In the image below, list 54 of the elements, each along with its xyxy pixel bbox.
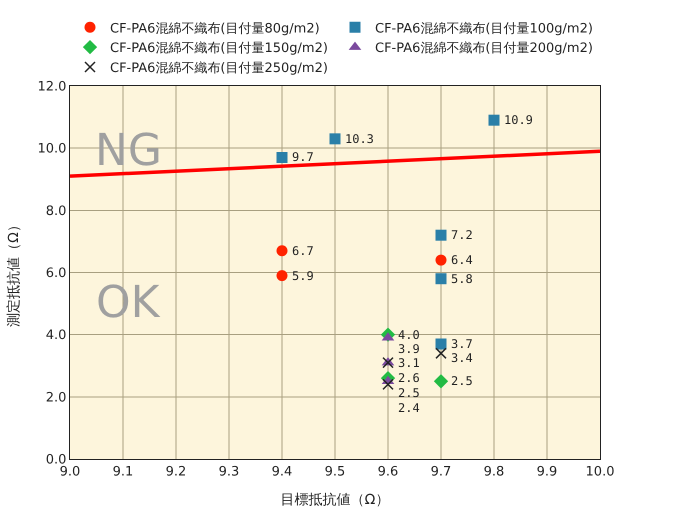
legend-label: CF-PA6混綿不織布(目付量100g/m2) [375, 21, 593, 36]
data-label: 2.5 [398, 386, 420, 400]
y-axis-title: 測定抵抗値（Ω） [6, 218, 22, 327]
data-label: 4.0 [398, 328, 420, 342]
data-label: 7.2 [451, 228, 473, 242]
x-tick-label: 9.8 [484, 464, 504, 480]
data-label: 5.8 [451, 272, 473, 286]
x-tick-label: 9.3 [218, 464, 240, 480]
point [382, 356, 394, 368]
y-tick-label: 2.0 [46, 390, 66, 406]
y-tick-label: 12.0 [37, 80, 66, 95]
data-label: 3.1 [398, 356, 420, 370]
data-label: 10.9 [504, 113, 533, 127]
data-label: 2.4 [398, 401, 420, 415]
point [330, 133, 340, 144]
point [436, 273, 446, 284]
legend-label: CF-PA6混綿不織布(目付量200g/m2) [375, 41, 593, 56]
data-label: 2.6 [398, 371, 420, 385]
data-label: 3.4 [451, 351, 473, 365]
data-label: 3.7 [451, 337, 473, 351]
y-tick-label: 10.0 [37, 142, 66, 157]
data-label: 10.3 [345, 132, 374, 146]
point [434, 374, 448, 388]
point [276, 245, 288, 256]
x-tick-label: 9.4 [272, 464, 292, 480]
data-label: 2.5 [451, 374, 473, 388]
x-tick-label: 9.5 [324, 464, 346, 480]
y-tick-label: 4.0 [46, 328, 66, 344]
data-label: 6.7 [292, 244, 314, 258]
x-tick-label: 10.0 [586, 464, 614, 480]
point [276, 152, 288, 163]
point [276, 270, 288, 282]
point [436, 338, 446, 350]
data-label: 5.9 [292, 269, 314, 283]
data-label: 3.9 [398, 342, 420, 356]
x-tick-label: 9.6 [378, 464, 398, 480]
point [436, 254, 446, 266]
x-tick-label: 9.7 [430, 464, 452, 480]
x-tick-label: 9.0 [60, 464, 80, 480]
point [435, 348, 447, 360]
legend-label: CF-PA6混綿不織布(目付量150g/m2) [110, 41, 328, 56]
x-tick-label: 9.1 [112, 464, 134, 480]
legend-label: CF-PA6混綿不織布(目付量250g/m2) [110, 61, 328, 76]
data-label: 6.4 [451, 253, 473, 267]
x-tick-label: 9.2 [166, 464, 186, 480]
point [382, 378, 394, 390]
point [436, 230, 446, 241]
y-tick-label: 6.0 [46, 266, 66, 282]
data-label: 9.7 [292, 150, 314, 164]
x-axis-title: 目標抵抗値（Ω） [280, 492, 390, 508]
x-tick-label: 9.9 [536, 464, 558, 480]
point [488, 114, 500, 126]
y-tick-label: 8.0 [46, 204, 66, 219]
legend-label: CF-PA6混綿不織布(目付量80g/m2) [110, 21, 320, 36]
